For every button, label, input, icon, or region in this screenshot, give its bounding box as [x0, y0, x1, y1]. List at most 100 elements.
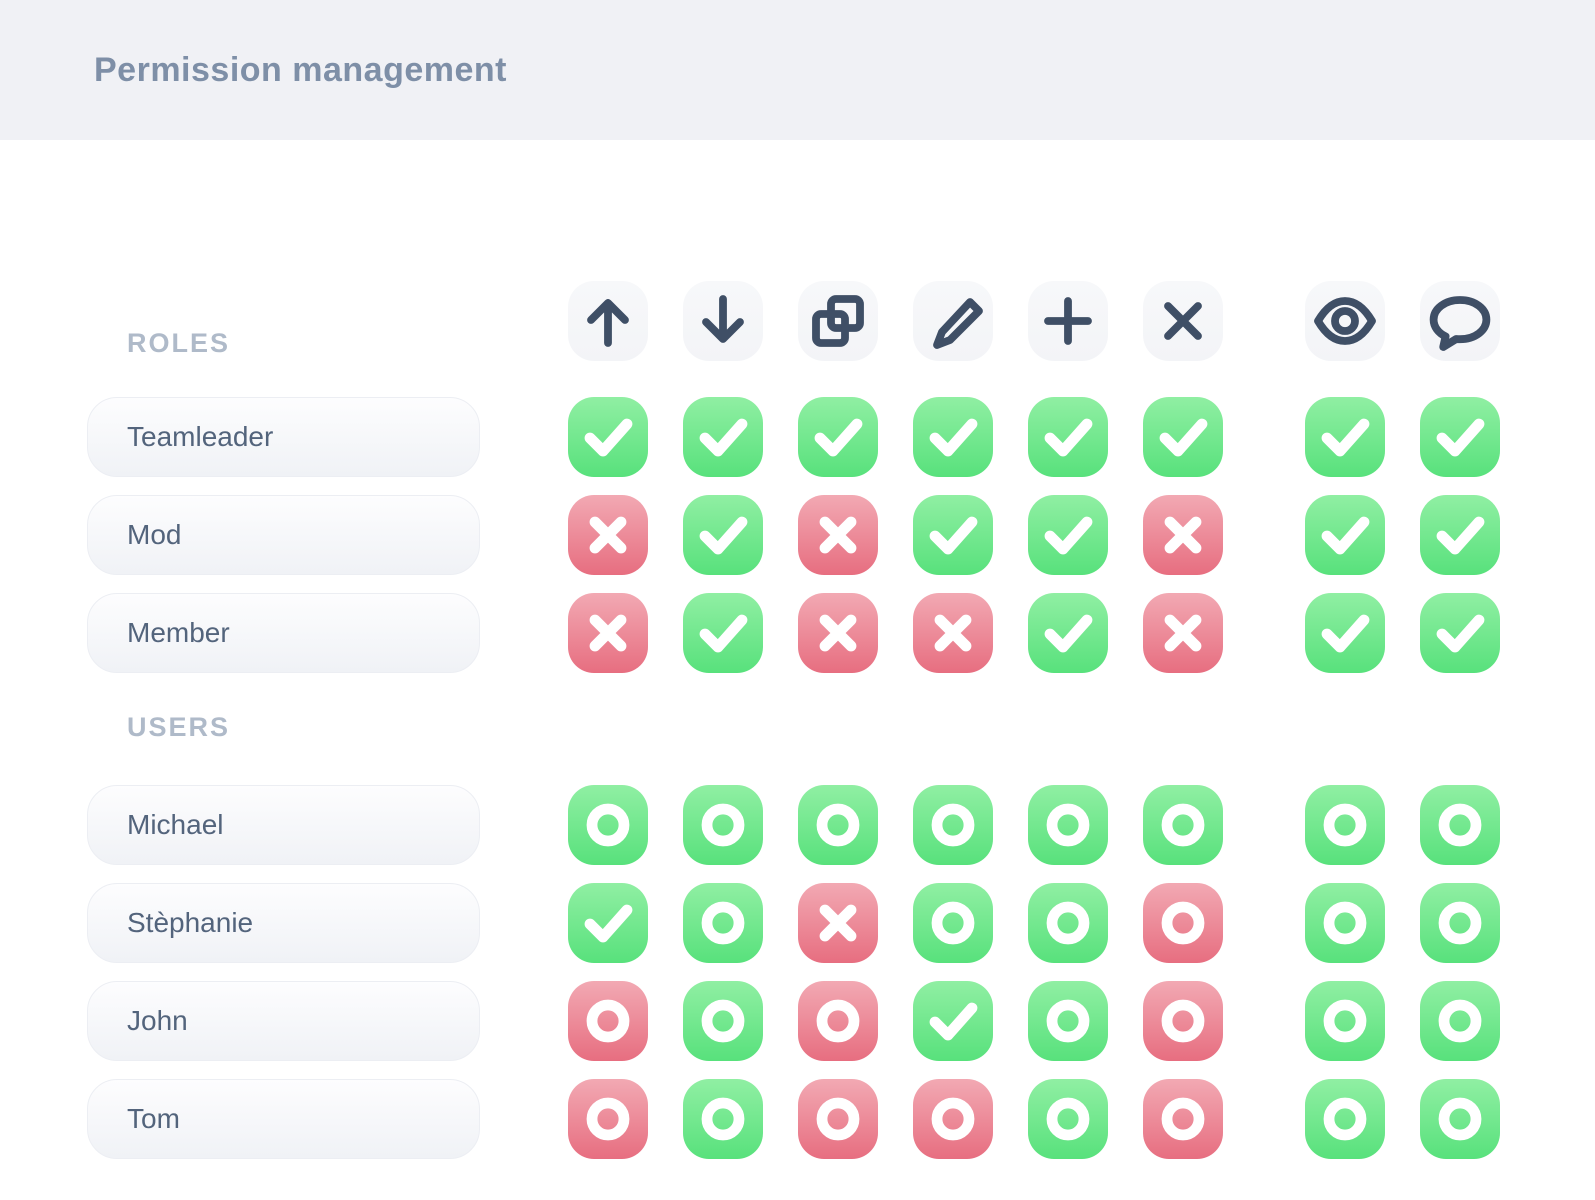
permission-toggle-allow[interactable] [1420, 593, 1500, 673]
permission-toggle-deny[interactable] [568, 495, 648, 575]
permission-toggle-allow[interactable] [568, 883, 648, 963]
role-pill-1[interactable]: Mod [87, 495, 480, 575]
permission-toggle-inherit-deny[interactable] [913, 1079, 993, 1159]
permission-toggle-allow[interactable] [913, 495, 993, 575]
permission-toggle-deny[interactable] [1143, 495, 1223, 575]
permission-toggle-allow[interactable] [1028, 495, 1108, 575]
permission-toggle-allow[interactable] [683, 593, 763, 673]
permission-toggle-allow[interactable] [568, 397, 648, 477]
permission-toggle-allow[interactable] [1143, 397, 1223, 477]
permission-toggle-inherit-allow[interactable] [683, 1079, 763, 1159]
permission-toggle-inherit-deny[interactable] [1143, 981, 1223, 1061]
permission-row: John [87, 981, 1595, 1061]
permission-toggle-allow[interactable] [1028, 397, 1108, 477]
tile-group-extras [1305, 593, 1535, 673]
column-header-view[interactable] [1305, 281, 1385, 361]
move-up-icon [568, 281, 648, 361]
permission-toggle-inherit-allow[interactable] [1028, 1079, 1108, 1159]
permission-toggle-allow[interactable] [1028, 593, 1108, 673]
permission-toggle-inherit-allow[interactable] [1028, 981, 1108, 1061]
user-pill-1[interactable]: Stèphanie [87, 883, 480, 963]
tile-group-actions [568, 883, 1258, 963]
section-label-row: USERS [87, 711, 1595, 745]
row-label-slot: Mod [87, 495, 480, 575]
user-pill-2[interactable]: John [87, 981, 480, 1061]
role-pill-2[interactable]: Member [87, 593, 480, 673]
permission-toggle-deny[interactable] [568, 593, 648, 673]
duplicate-icon [798, 281, 878, 361]
permission-toggle-inherit-deny[interactable] [568, 981, 648, 1061]
permission-row: Tom [87, 1079, 1595, 1159]
permission-toggle-inherit-allow[interactable] [683, 785, 763, 865]
permission-toggle-deny[interactable] [798, 593, 878, 673]
row-label-slot: John [87, 981, 480, 1061]
column-header-comment[interactable] [1420, 281, 1500, 361]
permission-toggle-allow[interactable] [1305, 593, 1385, 673]
permission-toggle-deny[interactable] [798, 883, 878, 963]
permission-toggle-inherit-allow[interactable] [1305, 883, 1385, 963]
permission-toggle-allow[interactable] [683, 495, 763, 575]
row-label: Teamleader [127, 421, 274, 452]
header-bar: Permission management [0, 0, 1595, 140]
permission-toggle-inherit-deny[interactable] [1143, 883, 1223, 963]
permission-toggle-inherit-allow[interactable] [798, 785, 878, 865]
role-pill-0[interactable]: Teamleader [87, 397, 480, 477]
permission-row: Member [87, 593, 1595, 673]
view-icon [1305, 281, 1385, 361]
permission-toggle-allow[interactable] [1420, 397, 1500, 477]
row-label-slot: Member [87, 593, 480, 673]
permission-toggle-inherit-allow[interactable] [568, 785, 648, 865]
permission-grid: ROLES Teamleader Mod Member USERS Michael Stèp… [0, 140, 1595, 1159]
permission-toggle-inherit-allow[interactable] [1028, 883, 1108, 963]
column-header-move-down[interactable] [683, 281, 763, 361]
permission-row: Michael [87, 785, 1595, 865]
permission-toggle-inherit-allow[interactable] [1305, 981, 1385, 1061]
page-title: Permission management [94, 50, 507, 89]
row-label: Tom [127, 1103, 180, 1134]
permission-toggle-deny[interactable] [798, 495, 878, 575]
edit-icon [913, 281, 993, 361]
permission-toggle-allow[interactable] [913, 981, 993, 1061]
permission-row: Mod [87, 495, 1595, 575]
tile-group-actions [568, 981, 1258, 1061]
permission-toggle-inherit-allow[interactable] [913, 785, 993, 865]
permission-toggle-allow[interactable] [683, 397, 763, 477]
tile-group-extras [1305, 981, 1535, 1061]
add-icon [1028, 281, 1108, 361]
permission-toggle-deny[interactable] [1143, 593, 1223, 673]
permission-toggle-allow[interactable] [913, 397, 993, 477]
permission-toggle-inherit-allow[interactable] [913, 883, 993, 963]
permission-toggle-allow[interactable] [1305, 397, 1385, 477]
row-label: Stèphanie [127, 907, 254, 938]
column-header-duplicate[interactable] [798, 281, 878, 361]
column-header-move-up[interactable] [568, 281, 648, 361]
row-label-slot: Teamleader [87, 397, 480, 477]
column-header-delete[interactable] [1143, 281, 1223, 361]
permission-toggle-inherit-deny[interactable] [568, 1079, 648, 1159]
row-label-slot: Michael [87, 785, 480, 865]
delete-icon [1143, 281, 1223, 361]
permission-toggle-inherit-allow[interactable] [1305, 1079, 1385, 1159]
user-pill-3[interactable]: Tom [87, 1079, 480, 1159]
permission-toggle-inherit-allow[interactable] [683, 883, 763, 963]
permission-toggle-allow[interactable] [1420, 495, 1500, 575]
permission-toggle-inherit-allow[interactable] [1420, 785, 1500, 865]
permission-toggle-inherit-allow[interactable] [1420, 883, 1500, 963]
permission-toggle-inherit-deny[interactable] [798, 981, 878, 1061]
column-header-edit[interactable] [913, 281, 993, 361]
permission-toggle-inherit-deny[interactable] [798, 1079, 878, 1159]
permission-toggle-inherit-allow[interactable] [1420, 981, 1500, 1061]
permission-toggle-deny[interactable] [913, 593, 993, 673]
row-label: Member [127, 617, 230, 648]
permission-toggle-inherit-allow[interactable] [1028, 785, 1108, 865]
user-pill-0[interactable]: Michael [87, 785, 480, 865]
tile-group-extras [1305, 883, 1535, 963]
permission-toggle-inherit-allow[interactable] [1420, 1079, 1500, 1159]
permission-toggle-allow[interactable] [798, 397, 878, 477]
permission-toggle-inherit-allow[interactable] [1305, 785, 1385, 865]
permission-toggle-inherit-deny[interactable] [1143, 1079, 1223, 1159]
permission-toggle-allow[interactable] [1305, 495, 1385, 575]
permission-toggle-inherit-allow[interactable] [683, 981, 763, 1061]
permission-toggle-inherit-allow[interactable] [1143, 785, 1223, 865]
column-header-add[interactable] [1028, 281, 1108, 361]
